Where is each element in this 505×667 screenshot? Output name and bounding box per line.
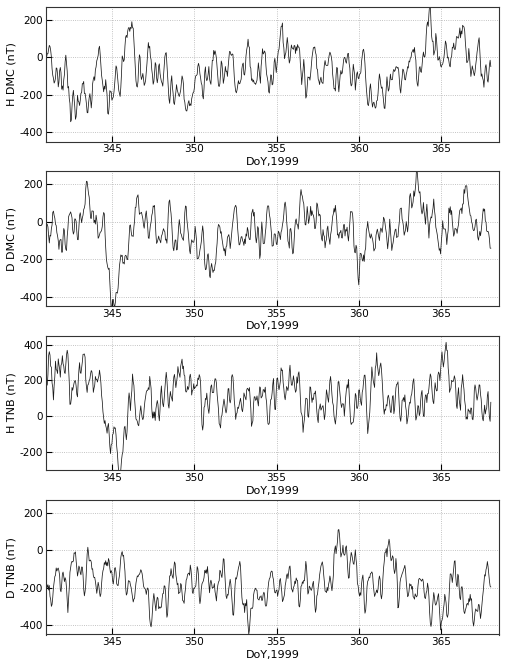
Y-axis label: D DMC (nT): D DMC (nT) <box>7 207 17 271</box>
X-axis label: DoY,1999: DoY,1999 <box>245 486 299 496</box>
X-axis label: DoY,1999: DoY,1999 <box>245 650 299 660</box>
X-axis label: DoY,1999: DoY,1999 <box>245 157 299 167</box>
Y-axis label: D TNB (nT): D TNB (nT) <box>7 537 17 598</box>
X-axis label: DoY,1999: DoY,1999 <box>245 321 299 331</box>
Y-axis label: H DMC (nT): H DMC (nT) <box>7 42 17 106</box>
Y-axis label: H TNB (nT): H TNB (nT) <box>7 372 17 434</box>
